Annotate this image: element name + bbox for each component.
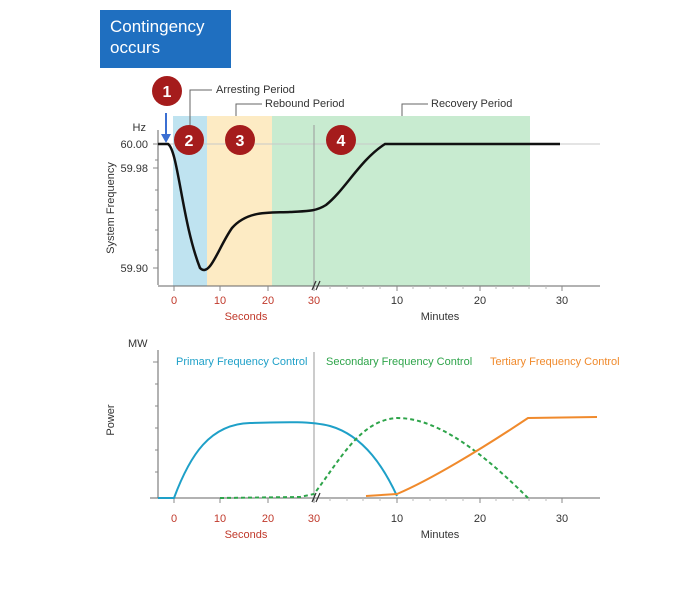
- power-x-tick-m30: 30: [556, 513, 568, 525]
- x-ticks-top: [173, 286, 563, 291]
- recovery-leader: [401, 103, 428, 116]
- series-primary: [158, 421, 398, 499]
- frequency-chart: Arresting Period Rebound Period Recovery…: [105, 76, 600, 323]
- marker-2: 2: [174, 125, 204, 155]
- x-tick-s10: 10: [214, 295, 226, 307]
- x-label-seconds: Seconds: [225, 311, 268, 323]
- svg-text:2: 2: [185, 133, 194, 150]
- period-label-rebound: Rebound Period: [265, 98, 345, 110]
- marker-4: 4: [326, 125, 356, 155]
- x-tick-s30: 30: [308, 295, 320, 307]
- y-axis-title-frequency: System Frequency: [105, 162, 117, 254]
- legend-secondary: Secondary Frequency Control: [326, 356, 472, 368]
- y-tick-59-90: 59.90: [120, 263, 148, 275]
- power-x-tick-m20: 20: [474, 513, 486, 525]
- power-y-unit-mw: MW: [128, 338, 148, 350]
- band-recovery: [272, 116, 530, 286]
- y-tick-59-98: 59.98: [120, 163, 148, 175]
- period-label-arresting: Arresting Period: [216, 84, 295, 96]
- svg-text:4: 4: [337, 133, 346, 150]
- x-tick-m30: 30: [556, 295, 568, 307]
- arresting-leader: [189, 89, 212, 126]
- y-unit-hz: Hz: [133, 122, 146, 134]
- power-x-minor-ticks: [329, 498, 547, 501]
- x-tick-m20: 20: [474, 295, 486, 307]
- power-x-tick-s0: 0: [171, 513, 177, 525]
- x-minor-ticks-top: [329, 286, 547, 289]
- marker-1: 1: [152, 76, 182, 106]
- x-label-minutes: Minutes: [421, 311, 460, 323]
- axis-break-top: [311, 280, 321, 291]
- x-tick-m10: 10: [391, 295, 403, 307]
- rebound-leader: [235, 103, 262, 116]
- power-x-ticks: [173, 498, 563, 503]
- svg-text:1: 1: [163, 84, 172, 101]
- series-secondary: [219, 416, 529, 499]
- power-y-ticks: [153, 361, 158, 473]
- legend-tertiary: Tertiary Frequency Control: [490, 356, 620, 368]
- power-y-axis-title: Power: [105, 404, 117, 436]
- power-x-label-minutes: Minutes: [421, 529, 460, 541]
- x-tick-s0: 0: [171, 295, 177, 307]
- x-tick-s20: 20: [262, 295, 274, 307]
- power-x-tick-s10: 10: [214, 513, 226, 525]
- y-tick-60-00: 60.00: [120, 139, 148, 151]
- period-label-recovery: Recovery Period: [431, 98, 512, 110]
- contingency-callout: Contingency occurs: [100, 10, 231, 68]
- power-x-tick-m10: 10: [391, 513, 403, 525]
- power-x-label-seconds: Seconds: [225, 529, 268, 541]
- callout-line-1: Contingency: [110, 17, 205, 36]
- power-x-tick-s30: 30: [308, 513, 320, 525]
- y-minor-ticks: [153, 143, 158, 269]
- frequency-curve: [158, 142, 560, 272]
- callout-line-2: occurs: [110, 38, 161, 57]
- power-chart: Primary Frequency Control Secondary Freq…: [105, 338, 620, 541]
- power-x-tick-s20: 20: [262, 513, 274, 525]
- svg-text:3: 3: [236, 133, 245, 150]
- series-tertiary: [365, 416, 598, 497]
- axis-break-bottom: [311, 492, 321, 503]
- marker-3: 3: [225, 125, 255, 155]
- contingency-arrow: [161, 113, 171, 143]
- legend-primary: Primary Frequency Control: [176, 356, 307, 368]
